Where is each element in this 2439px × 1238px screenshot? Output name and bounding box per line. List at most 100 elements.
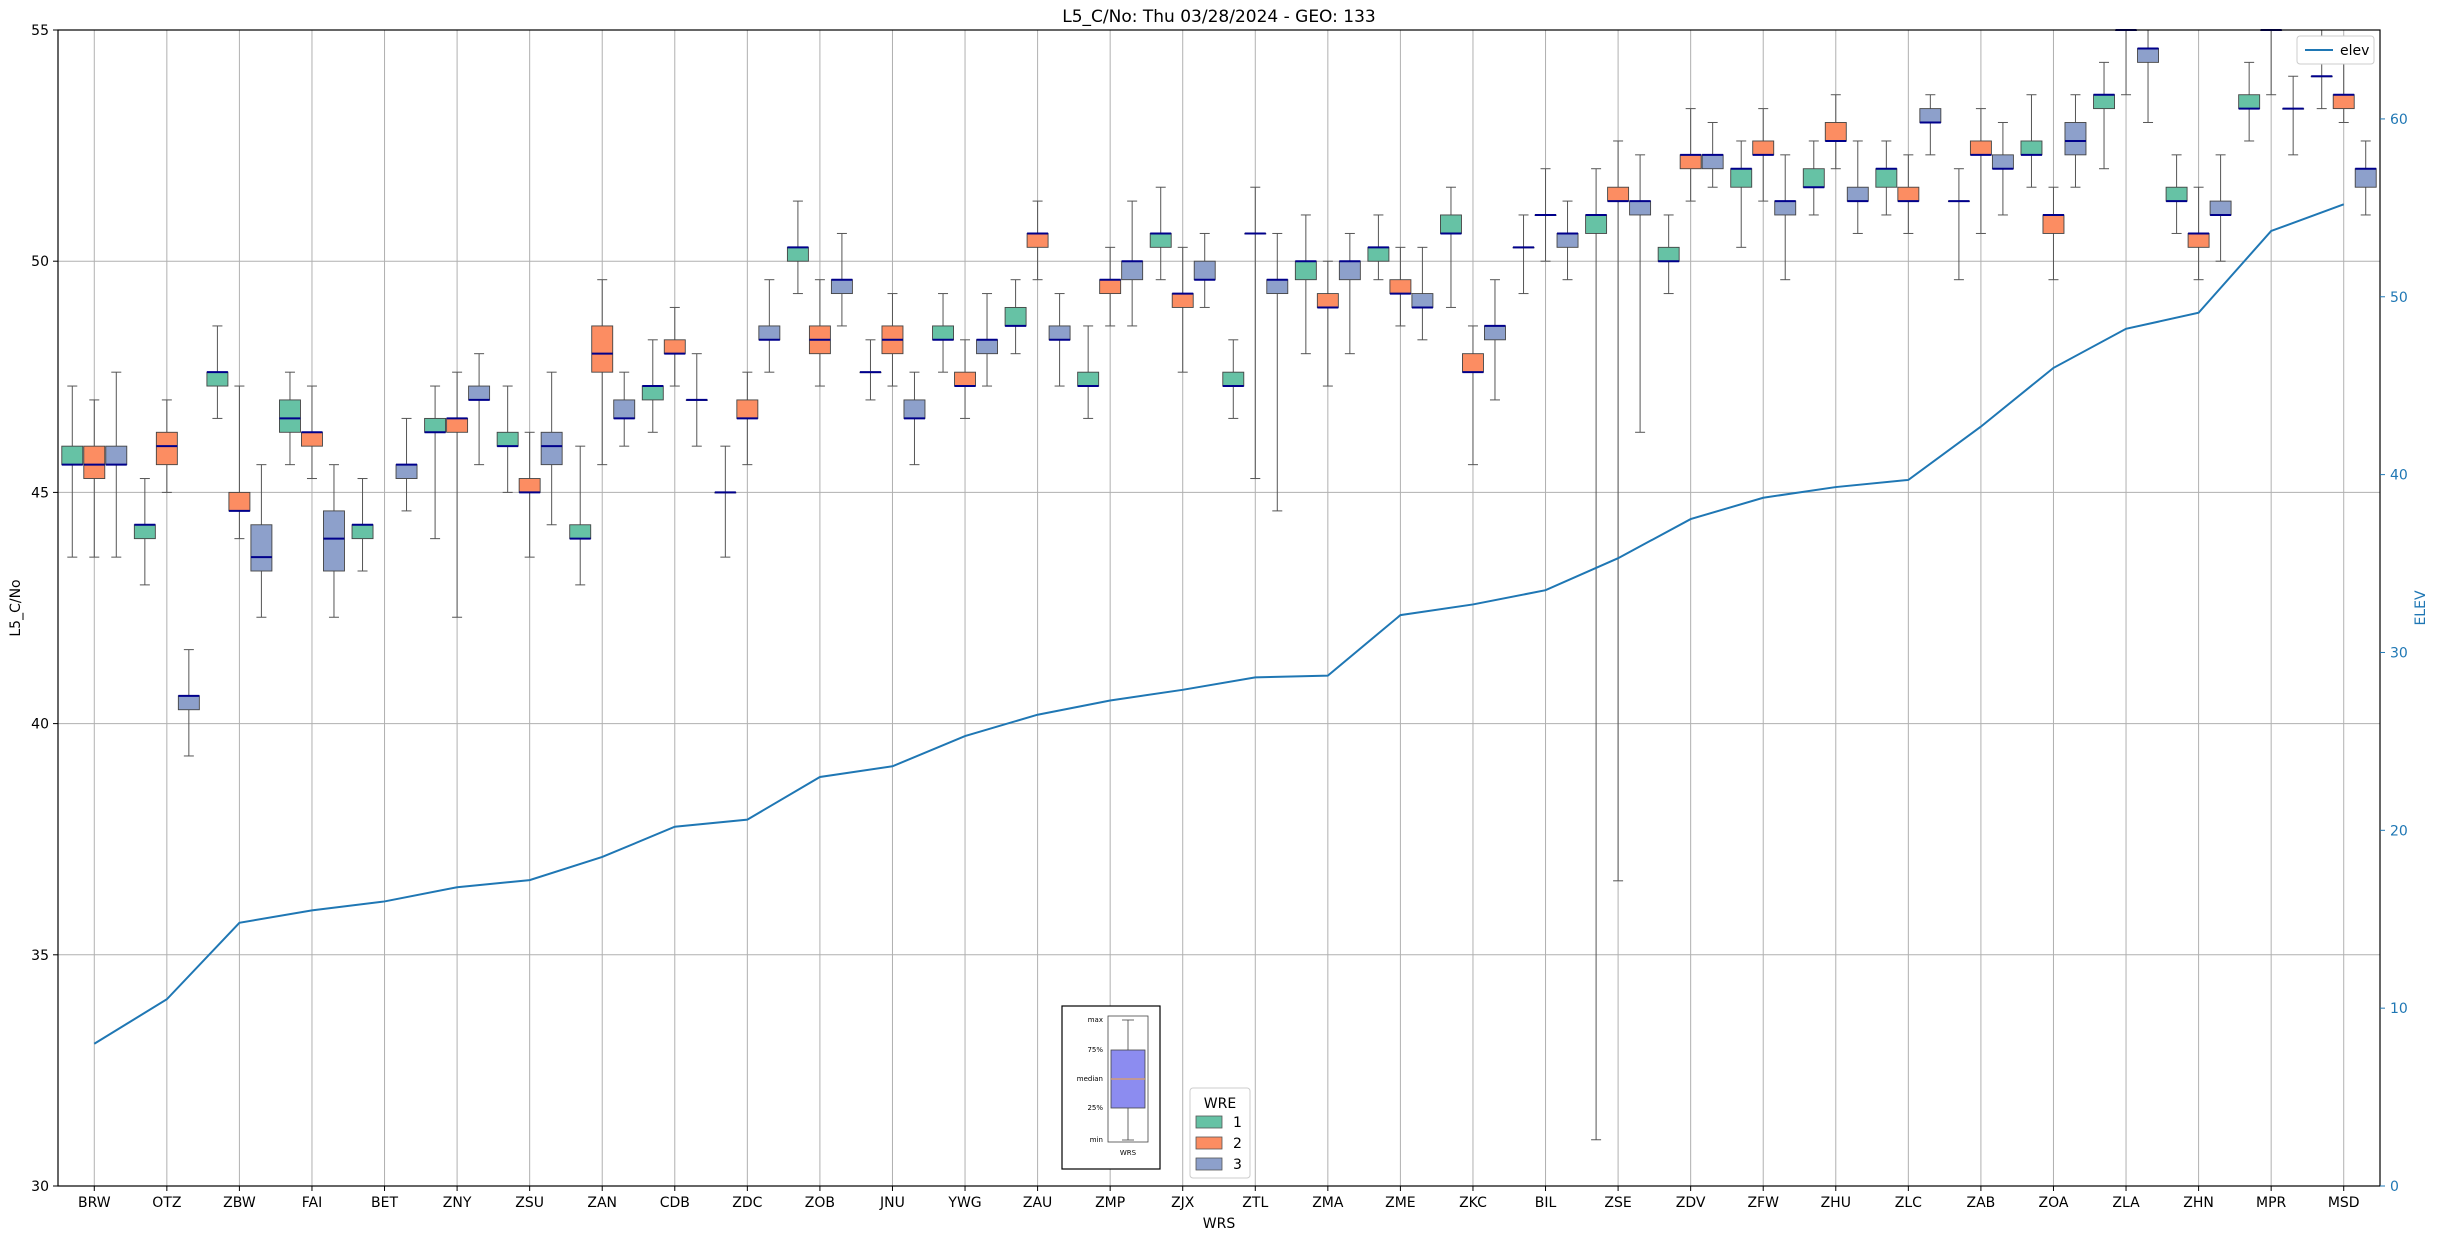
x-tick-label-ZAB: ZAB <box>1967 1195 1996 1211</box>
box-MPR-wre3 <box>2282 75 2305 156</box>
box-ZHN-wre3 <box>2209 154 2232 262</box>
wre-legend-swatch-2 <box>1195 1136 1223 1150</box>
box-ZLC-wre1 <box>1875 140 1898 216</box>
box-ZSU-wre3 <box>540 371 563 526</box>
elev-series <box>93 203 2345 1045</box>
box-ZKC-wre1 <box>1440 186 1462 308</box>
box-body-ZOB-wre3 <box>830 279 853 295</box>
box-body-ZAU-wre3 <box>1048 325 1071 341</box>
box-ZFW-wre3 <box>1774 154 1797 281</box>
box-body-ZAN-wre2 <box>591 325 614 373</box>
box-BRW-wre3 <box>105 371 128 558</box>
box-body-YWG-wre3 <box>976 339 998 355</box>
x-axis: BRW OTZ ZBW FAI BET ZNY ZSU ZAN CDB ZDC ZOB JNU YWG Z… <box>78 1186 2360 1211</box>
box-ZMP-wre1 <box>1077 325 1100 419</box>
box-JNU-wre3 <box>903 371 926 466</box>
y2-tick-label-50: 50 <box>2390 290 2408 306</box>
box-body-ZAU-wre2 <box>1026 233 1049 248</box>
box-key-inset: max 75% median 25% min WRS <box>1061 1005 1161 1170</box>
x-tick-label-BET: BET <box>371 1195 398 1211</box>
x-tick-label-ZBW: ZBW <box>223 1195 256 1211</box>
box-body-ZSE-wre1 <box>1585 214 1608 234</box>
x-tick-label-ZDC: ZDC <box>732 1195 762 1211</box>
box-ZMP-wre2 <box>1099 246 1122 327</box>
box-body-ZHN-wre1 <box>2165 186 2188 202</box>
box-ZSU-wre1 <box>496 385 519 493</box>
x-tick-label-ZDV: ZDV <box>1676 1195 1706 1211</box>
box-body-ZOA-wre3 <box>2064 122 2087 156</box>
box-body-BET-wre1 <box>351 524 374 540</box>
box-body-ZJX-wre2 <box>1171 293 1194 308</box>
box-CDB-wre3 <box>685 353 708 447</box>
box-body-FAI-wre1 <box>279 399 301 433</box>
x-tick-label-FAI: FAI <box>302 1195 322 1211</box>
x-tick-label-YWG: YWG <box>947 1195 981 1211</box>
box-ZSE-wre3 <box>1629 154 1652 433</box>
x-tick-label-ZAN: ZAN <box>587 1195 617 1211</box>
grid <box>58 30 2380 1186</box>
box-body-ZMA-wre3 <box>1338 260 1361 281</box>
box-FAI-wre1 <box>279 371 301 466</box>
box-body-MSD-wre2 <box>2332 94 2355 110</box>
box-body-OTZ-wre2 <box>155 431 178 466</box>
box-body-ZAU-wre1 <box>1004 306 1027 327</box>
x-tick-label-ZHN: ZHN <box>2183 1195 2214 1211</box>
box-BIL-wre1 <box>1512 214 1535 295</box>
wre-legend-label-2: 2 <box>1233 1136 1242 1152</box>
x-tick-label-BIL: BIL <box>1535 1195 1557 1211</box>
box-body-ZHU-wre1 <box>1802 168 1825 188</box>
box-YWG-wre1 <box>932 293 954 373</box>
box-ZME-wre1 <box>1367 214 1390 281</box>
x-tick-label-ZAU: ZAU <box>1023 1195 1052 1211</box>
box-ZLC-wre3 <box>1919 94 1942 156</box>
box-BRW-wre2 <box>83 399 106 558</box>
box-ZTL-wre1 <box>1222 339 1245 419</box>
box-body-ZKC-wre3 <box>1484 325 1506 341</box>
box-OTZ-wre2 <box>155 399 178 493</box>
box-ZDC-wre2 <box>736 371 759 466</box>
box-body-ZLC-wre1 <box>1875 168 1898 188</box>
x-tick-label-ZOA: ZOA <box>2038 1195 2068 1211</box>
box-body-CDB-wre2 <box>663 339 686 355</box>
chart-title: L5_C/No: Thu 03/28/2024 - GEO: 133 <box>1062 7 1375 27</box>
box-ZAN-wre2 <box>591 279 614 466</box>
box-body-ZME-wre1 <box>1367 246 1390 262</box>
box-ZAN-wre3 <box>613 371 636 447</box>
box-ZOA-wre1 <box>2020 94 2043 188</box>
box-body-ZSE-wre3 <box>1629 200 1652 216</box>
box-body-ZHN-wre2 <box>2187 233 2210 248</box>
y-axis: 30 35 40 45 50 55 <box>31 23 58 1195</box>
y2-tick-label-20: 20 <box>2390 823 2408 839</box>
box-CDB-wre2 <box>663 306 686 387</box>
box-body-CDB-wre1 <box>641 385 664 401</box>
box-body-ZNY-wre3 <box>468 385 491 401</box>
box-ZMA-wre1 <box>1294 214 1317 355</box>
wre-legend-swatch-1 <box>1195 1115 1223 1129</box>
box-body-YWG-wre2 <box>954 371 976 387</box>
box-ZBW-wre3 <box>250 464 273 618</box>
x-tick-label-ZKC: ZKC <box>1459 1195 1487 1211</box>
x-tick-label-ZJX: ZJX <box>1171 1195 1195 1211</box>
box-body-ZLC-wre2 <box>1897 186 1920 202</box>
box-ZOB-wre2 <box>808 279 831 387</box>
wre-legend-label-1: 1 <box>1233 1115 1242 1131</box>
y2-tick-label-30: 30 <box>2390 645 2408 661</box>
box-body-ZKC-wre2 <box>1462 353 1484 373</box>
box-series <box>61 29 2377 1141</box>
box-body-BRW-wre1 <box>61 445 84 466</box>
box-body-ZLA-wre3 <box>2137 48 2159 63</box>
box-body-ZDV-wre3 <box>1701 154 1724 170</box>
box-ZAB-wre1 <box>1947 168 1970 281</box>
x-tick-label-ZME: ZME <box>1385 1195 1416 1211</box>
box-MPR-wre2 <box>2260 29 2283 96</box>
y-axis-label: L5_C/No <box>8 579 24 636</box>
box-ZAB-wre3 <box>1991 121 2014 216</box>
wre-legend-title: WRE <box>1204 1096 1236 1112</box>
box-CDB-wre1 <box>641 339 664 433</box>
x-tick-label-MPR: MPR <box>2256 1195 2287 1211</box>
box-body-BET-wre3 <box>395 464 418 479</box>
box-body-ZAN-wre3 <box>613 399 636 419</box>
box-ZMA-wre2 <box>1316 260 1339 387</box>
box-ZAU-wre1 <box>1004 279 1027 355</box>
box-ZBW-wre2 <box>228 385 251 540</box>
